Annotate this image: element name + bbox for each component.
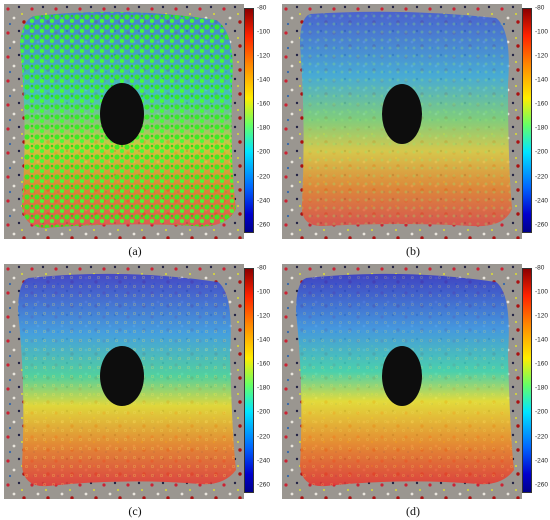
colorbar xyxy=(522,268,532,493)
tick-label: -80 xyxy=(257,264,267,272)
colorbar xyxy=(244,268,254,493)
tick-label: -220 xyxy=(535,433,549,441)
tick-label: -100 xyxy=(257,288,271,296)
colorbar-ticks: -80 -100 -120 -140 -160 -180 -200 -220 -… xyxy=(257,264,287,493)
tick-label: -220 xyxy=(257,173,271,181)
tick-label: -120 xyxy=(257,52,271,60)
tick-label: -220 xyxy=(535,173,549,181)
colorbar-ticks: -80 -100 -120 -140 -160 -180 -200 -220 -… xyxy=(257,4,287,233)
tick-label: -80 xyxy=(535,4,545,12)
tick-label: -160 xyxy=(257,360,271,368)
tick-label: -260 xyxy=(535,481,549,489)
displacement-field-image-d xyxy=(282,264,522,499)
tick-label: -180 xyxy=(257,124,271,132)
tick-label: -240 xyxy=(257,197,271,205)
displacement-field-image-a xyxy=(4,4,244,239)
tick-label: -80 xyxy=(257,4,267,12)
displacement-field-image-b xyxy=(282,4,522,239)
colorbar-ticks: -80 -100 -120 -140 -160 -180 -200 -220 -… xyxy=(535,4,550,233)
panel-a: -80 -100 -120 -140 -160 -180 -200 -220 -… xyxy=(0,0,275,260)
tick-label: -180 xyxy=(257,384,271,392)
displacement-field-image-c xyxy=(4,264,244,499)
hole-ellipse xyxy=(382,84,422,144)
tick-label: -180 xyxy=(535,384,549,392)
tick-label: -240 xyxy=(535,457,549,465)
tick-label: -100 xyxy=(535,288,549,296)
tick-label: -140 xyxy=(535,336,549,344)
tick-label: -120 xyxy=(535,52,549,60)
tick-label: -200 xyxy=(535,408,549,416)
tick-label: -220 xyxy=(257,433,271,441)
panel-caption: (d) xyxy=(406,504,420,518)
panel-caption: (c) xyxy=(128,504,142,518)
tick-label: -120 xyxy=(535,312,549,320)
tick-label: -200 xyxy=(257,408,271,416)
tick-label: -120 xyxy=(257,312,271,320)
tick-label: -240 xyxy=(535,197,549,205)
tick-label: -180 xyxy=(535,124,549,132)
panel-b: -80 -100 -120 -140 -160 -180 -200 -220 -… xyxy=(278,0,550,260)
colorbar-ticks: -80 -100 -120 -140 -160 -180 -200 -220 -… xyxy=(535,264,550,493)
tick-label: -160 xyxy=(535,100,549,108)
hole-ellipse xyxy=(100,83,144,145)
tick-label: -200 xyxy=(257,148,271,156)
tick-label: -100 xyxy=(535,28,549,36)
tick-label: -260 xyxy=(257,221,271,229)
tick-label: -140 xyxy=(535,76,549,84)
panel-c: -80 -100 -120 -140 -160 -180 -200 -220 -… xyxy=(0,260,275,520)
hole-ellipse xyxy=(382,346,422,406)
tick-label: -260 xyxy=(257,481,271,489)
panel-caption: (a) xyxy=(128,244,142,258)
tick-label: -80 xyxy=(535,264,545,272)
tick-label: -140 xyxy=(257,76,271,84)
tick-label: -260 xyxy=(535,221,549,229)
colorbar xyxy=(244,8,254,233)
panel-caption: (b) xyxy=(406,244,420,258)
tick-label: -160 xyxy=(257,100,271,108)
tick-label: -200 xyxy=(535,148,549,156)
tick-label: -240 xyxy=(257,457,271,465)
tick-label: -140 xyxy=(257,336,271,344)
tick-label: -160 xyxy=(535,360,549,368)
panel-d: -80 -100 -120 -140 -160 -180 -200 -220 -… xyxy=(278,260,550,520)
hole-ellipse xyxy=(100,346,144,406)
colorbar xyxy=(522,8,532,233)
tick-label: -100 xyxy=(257,28,271,36)
